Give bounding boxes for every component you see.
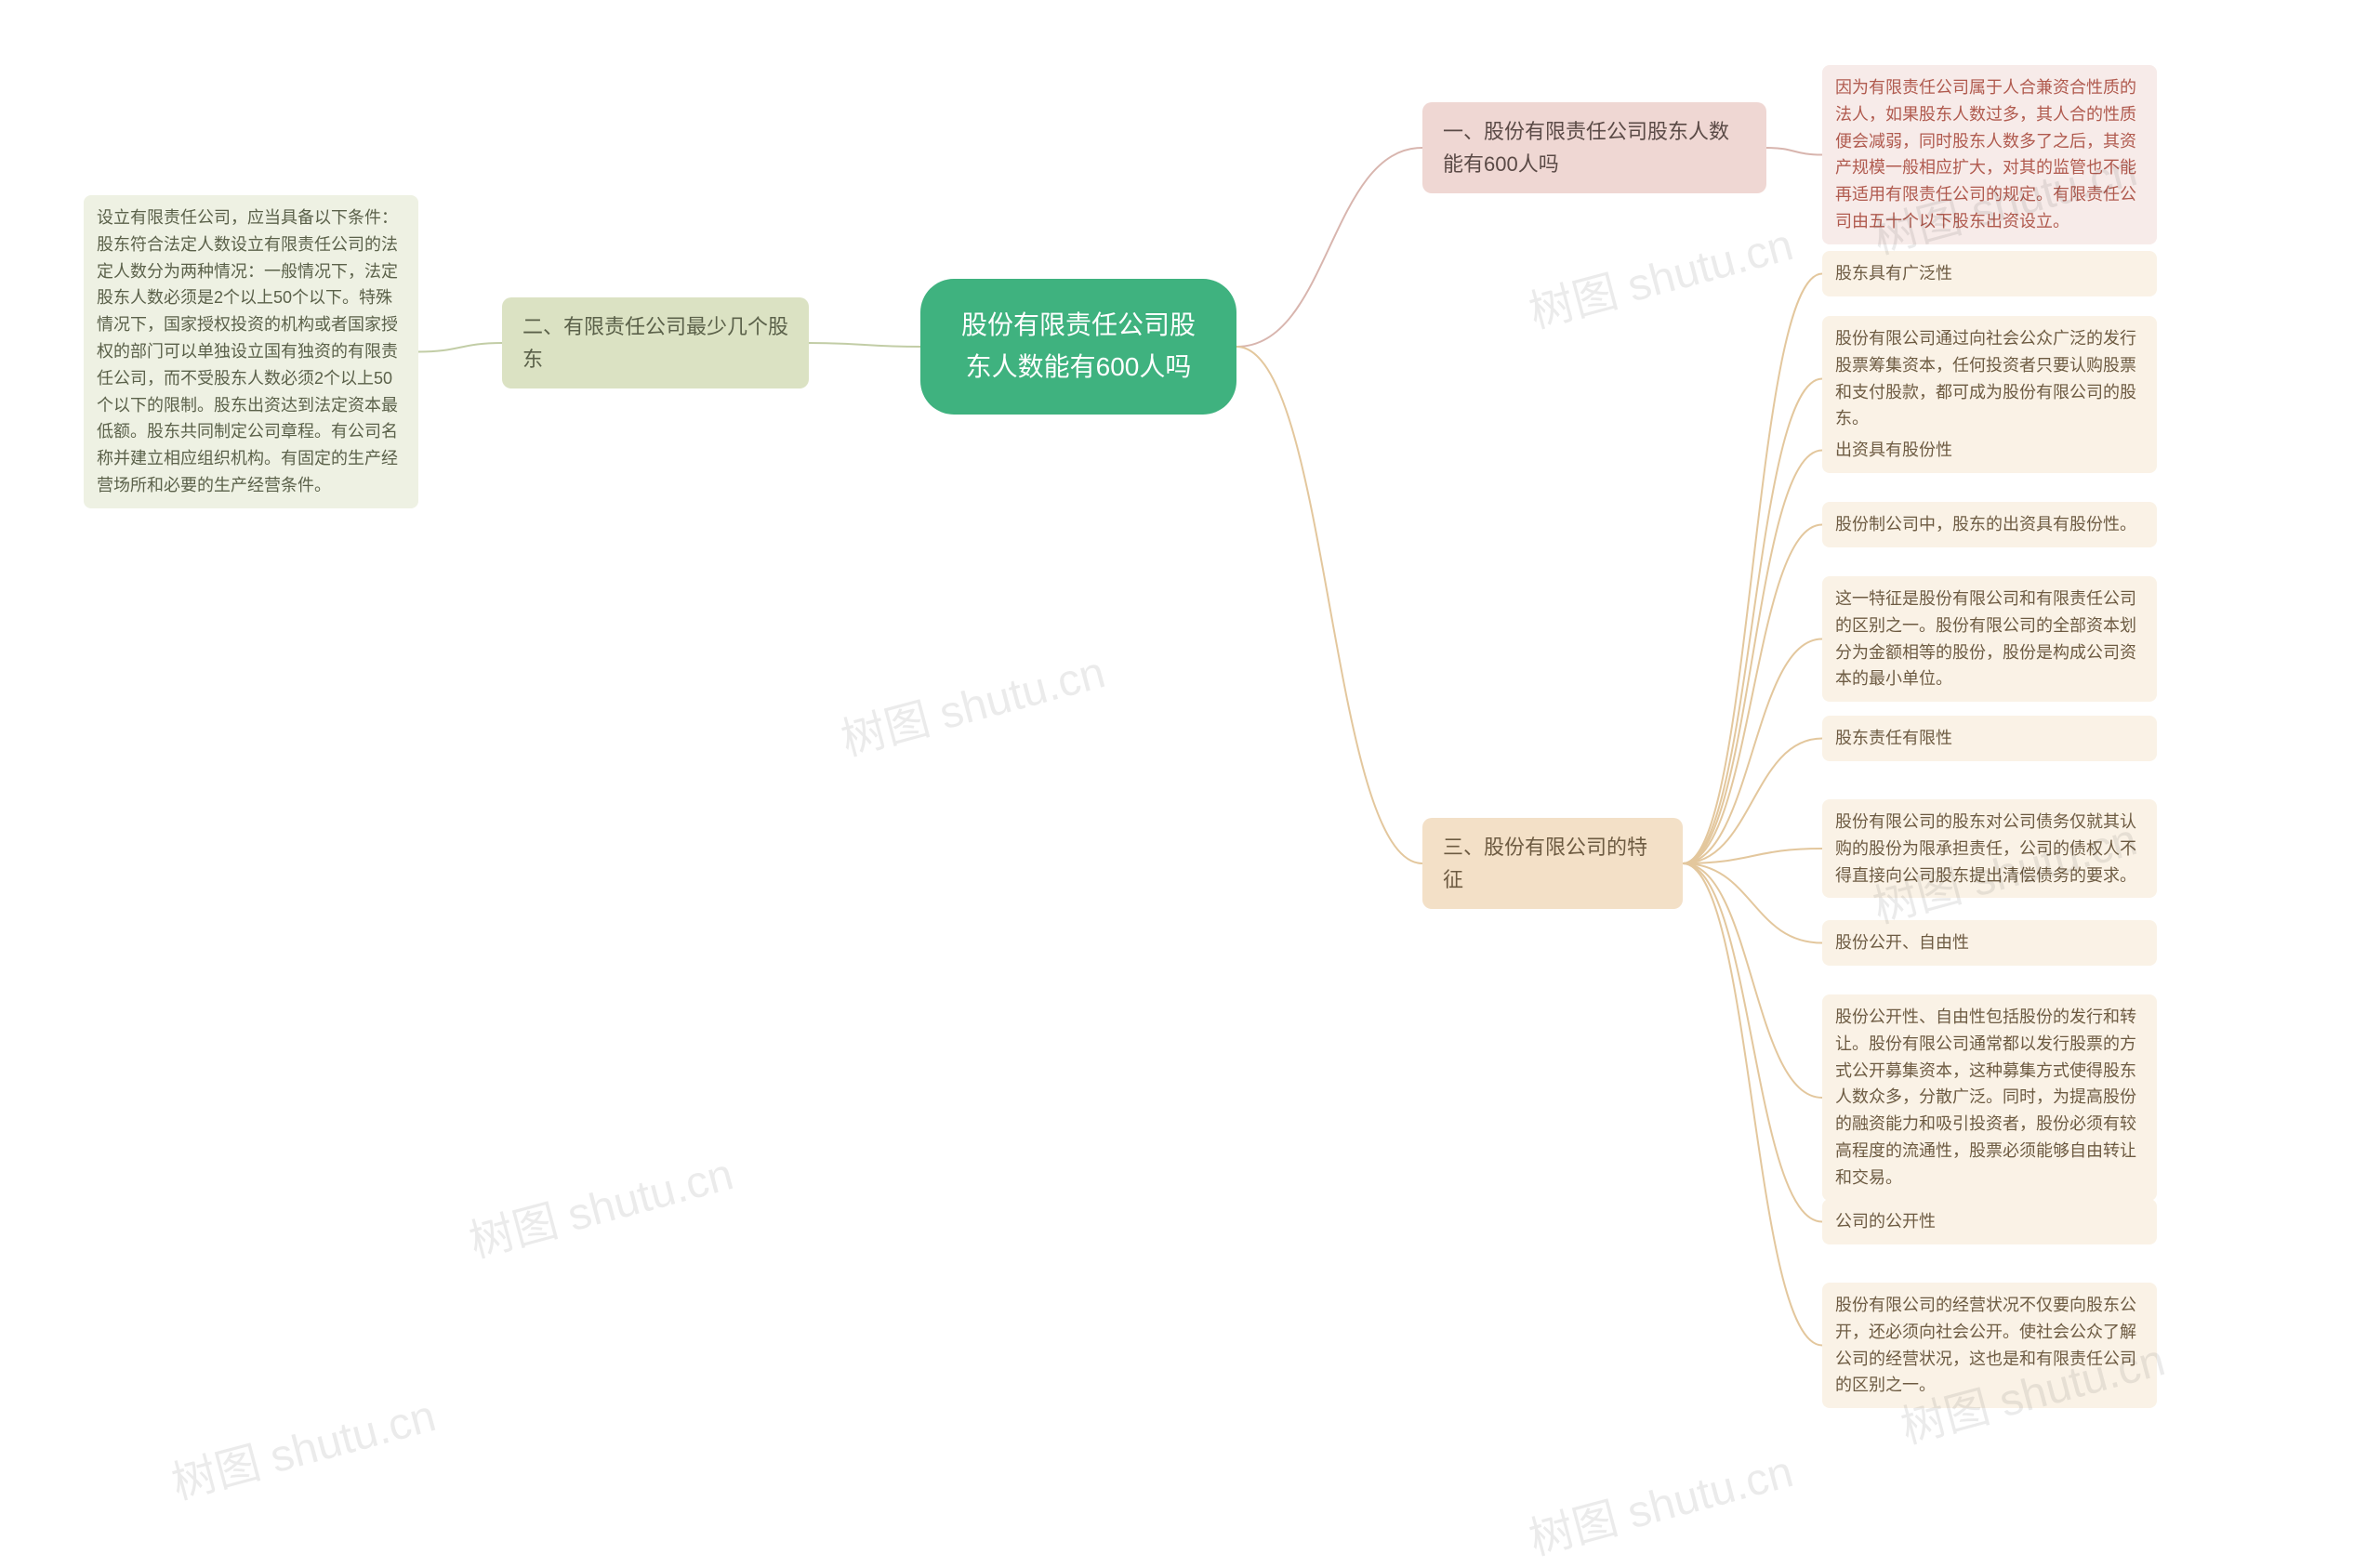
watermark: 树图 shutu.cn	[164, 1379, 442, 1512]
leaf-node: 因为有限责任公司属于人合兼资合性质的法人，如果股东人数过多，其人合的性质便会减弱…	[1822, 65, 2157, 244]
watermark: 树图 shutu.cn	[833, 636, 1111, 769]
branch-node: 三、股份有限公司的特征	[1422, 818, 1683, 909]
leaf-node: 股份有限公司的经营状况不仅要向股东公开，还必须向社会公开。使社会公众了解公司的经…	[1822, 1283, 2157, 1408]
leaf-node: 这一特征是股份有限公司和有限责任公司的区别之一。股份有限公司的全部资本划分为金额…	[1822, 576, 2157, 702]
root-node: 股份有限责任公司股东人数能有600人吗	[920, 279, 1236, 415]
leaf-node: 股份有限公司的股东对公司债务仅就其认购的股份为限承担责任，公司的债权人不得直接向…	[1822, 799, 2157, 898]
leaf-node: 股份公开性、自由性包括股份的发行和转让。股份有限公司通常都以发行股票的方式公开募…	[1822, 994, 2157, 1201]
leaf-node: 股东责任有限性	[1822, 716, 2157, 761]
watermark: 树图 shutu.cn	[1521, 208, 1799, 341]
leaf-node: 公司的公开性	[1822, 1199, 2157, 1244]
branch-node: 一、股份有限责任公司股东人数能有600人吗	[1422, 102, 1766, 193]
leaf-node: 出资具有股份性	[1822, 428, 2157, 473]
watermark: 树图 shutu.cn	[1521, 1435, 1799, 1567]
branch-node: 二、有限责任公司最少几个股东	[502, 297, 809, 388]
leaf-node: 股份公开、自由性	[1822, 920, 2157, 966]
leaf-node: 股东具有广泛性	[1822, 251, 2157, 296]
leaf-node: 股份制公司中，股东的出资具有股份性。	[1822, 502, 2157, 547]
leaf-node: 设立有限责任公司，应当具备以下条件：股东符合法定人数设立有限责任公司的法定人数分…	[84, 195, 418, 508]
leaf-node: 股份有限公司通过向社会公众广泛的发行股票筹集资本，任何投资者只要认购股票和支付股…	[1822, 316, 2157, 441]
watermark: 树图 shutu.cn	[461, 1138, 739, 1271]
